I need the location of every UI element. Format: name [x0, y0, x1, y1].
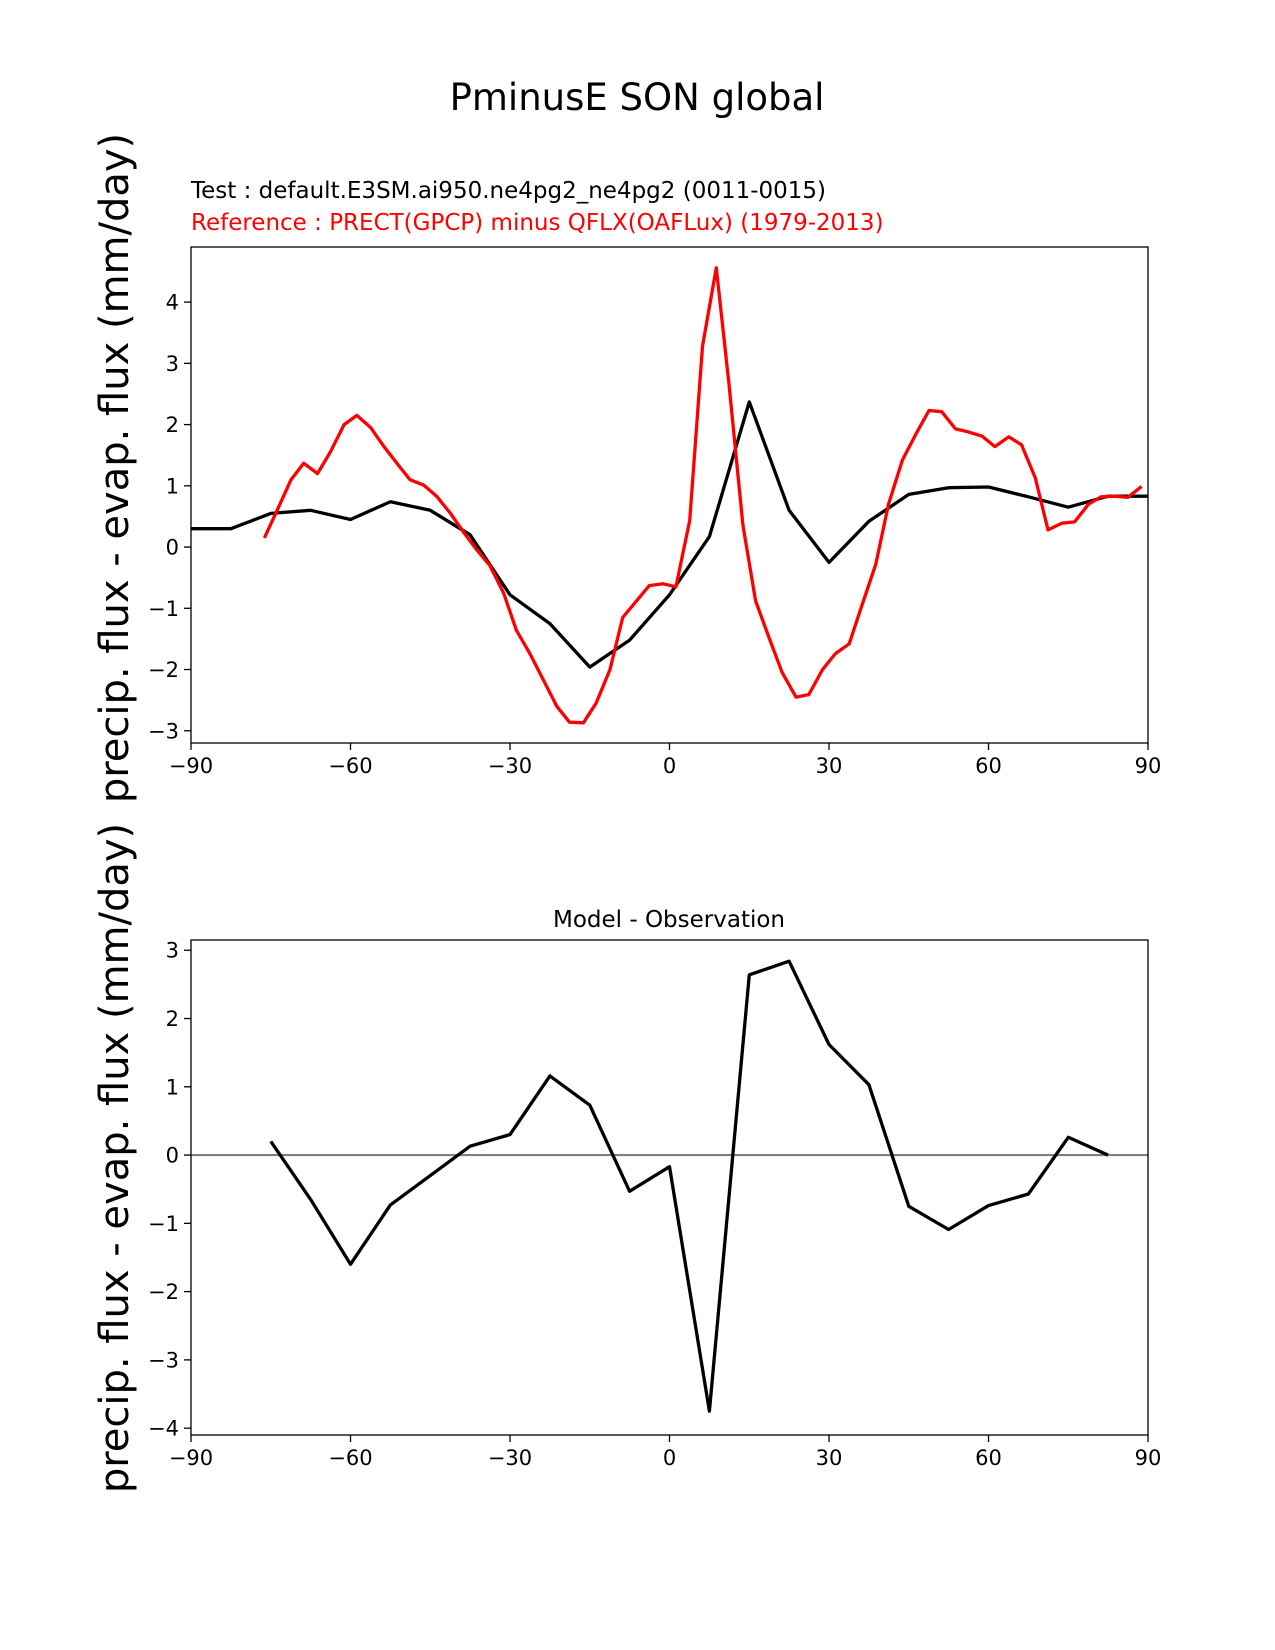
top-series-line-0: [191, 400, 1148, 669]
top-y-tick-label: 0: [166, 536, 179, 560]
bottom-x-tick-label: 30: [816, 1446, 843, 1470]
top-y-tick-label: 4: [166, 291, 179, 315]
top-y-tick-label: −2: [148, 658, 179, 682]
bottom-x-tick-label: 90: [1135, 1446, 1162, 1470]
top-y-tick-label: 2: [166, 413, 179, 437]
reference-label: Reference : PRECT(GPCP) minus QFLX(OAFLu…: [191, 210, 884, 236]
bottom-y-tick-label: −2: [148, 1280, 179, 1304]
top-x-tick-label: −90: [169, 754, 213, 778]
bottom-chart-title: Model - Observation: [553, 907, 785, 933]
top-x-tick-label: 60: [975, 754, 1002, 778]
bottom-series-line-0: [269, 959, 1109, 1413]
bottom-plot: −90 −60 −30 0 30 60 90 −4 −3 −2 −1 0 1 2 3: [148, 939, 1161, 1470]
bottom-y-tick-label: −1: [148, 1212, 179, 1236]
top-x-tick-label: −60: [328, 754, 372, 778]
bottom-y-axis-label: precip. flux - evap. flux (mm/day): [92, 823, 138, 1493]
bottom-axes-frame: [190, 939, 1149, 1436]
figure-title: PminusE SON global: [450, 76, 825, 119]
bottom-x-tick-label: 60: [975, 1446, 1002, 1470]
bottom-y-tick-label: −4: [148, 1417, 179, 1441]
top-y-tick-label: −1: [148, 597, 179, 621]
bottom-y-tick-label: 3: [166, 939, 179, 963]
top-series-line-1: [262, 266, 1143, 725]
top-plot: −90 −60 −30 0 30 60 90 −3 −2 −1 0 1 2 3 4: [148, 246, 1162, 778]
bottom-x-tick-label: −90: [169, 1446, 213, 1470]
top-x-tick-label: −30: [488, 754, 532, 778]
bottom-y-tick-label: 2: [166, 1007, 179, 1031]
top-x-tick-label: 30: [816, 754, 843, 778]
bottom-y-tick-label: 1: [166, 1075, 179, 1099]
top-y-tick-label: 3: [166, 352, 179, 376]
top-y-axis-label: precip. flux - evap. flux (mm/day): [92, 133, 138, 803]
bottom-x-tick-label: −30: [488, 1446, 532, 1470]
bottom-x-tick-label: 0: [663, 1446, 676, 1470]
top-x-tick-label: 0: [663, 754, 676, 778]
bottom-x-tick-label: −60: [328, 1446, 372, 1470]
top-y-tick-label: 1: [166, 474, 179, 498]
top-y-tick-label: −3: [148, 719, 179, 743]
top-x-tick-label: 90: [1135, 754, 1162, 778]
top-axes-frame: [190, 246, 1149, 744]
test-label: Test : default.E3SM.ai950.ne4pg2_ne4pg2 …: [190, 178, 826, 204]
bottom-y-tick-label: −3: [148, 1348, 179, 1372]
bottom-y-tick-label: 0: [166, 1144, 179, 1168]
